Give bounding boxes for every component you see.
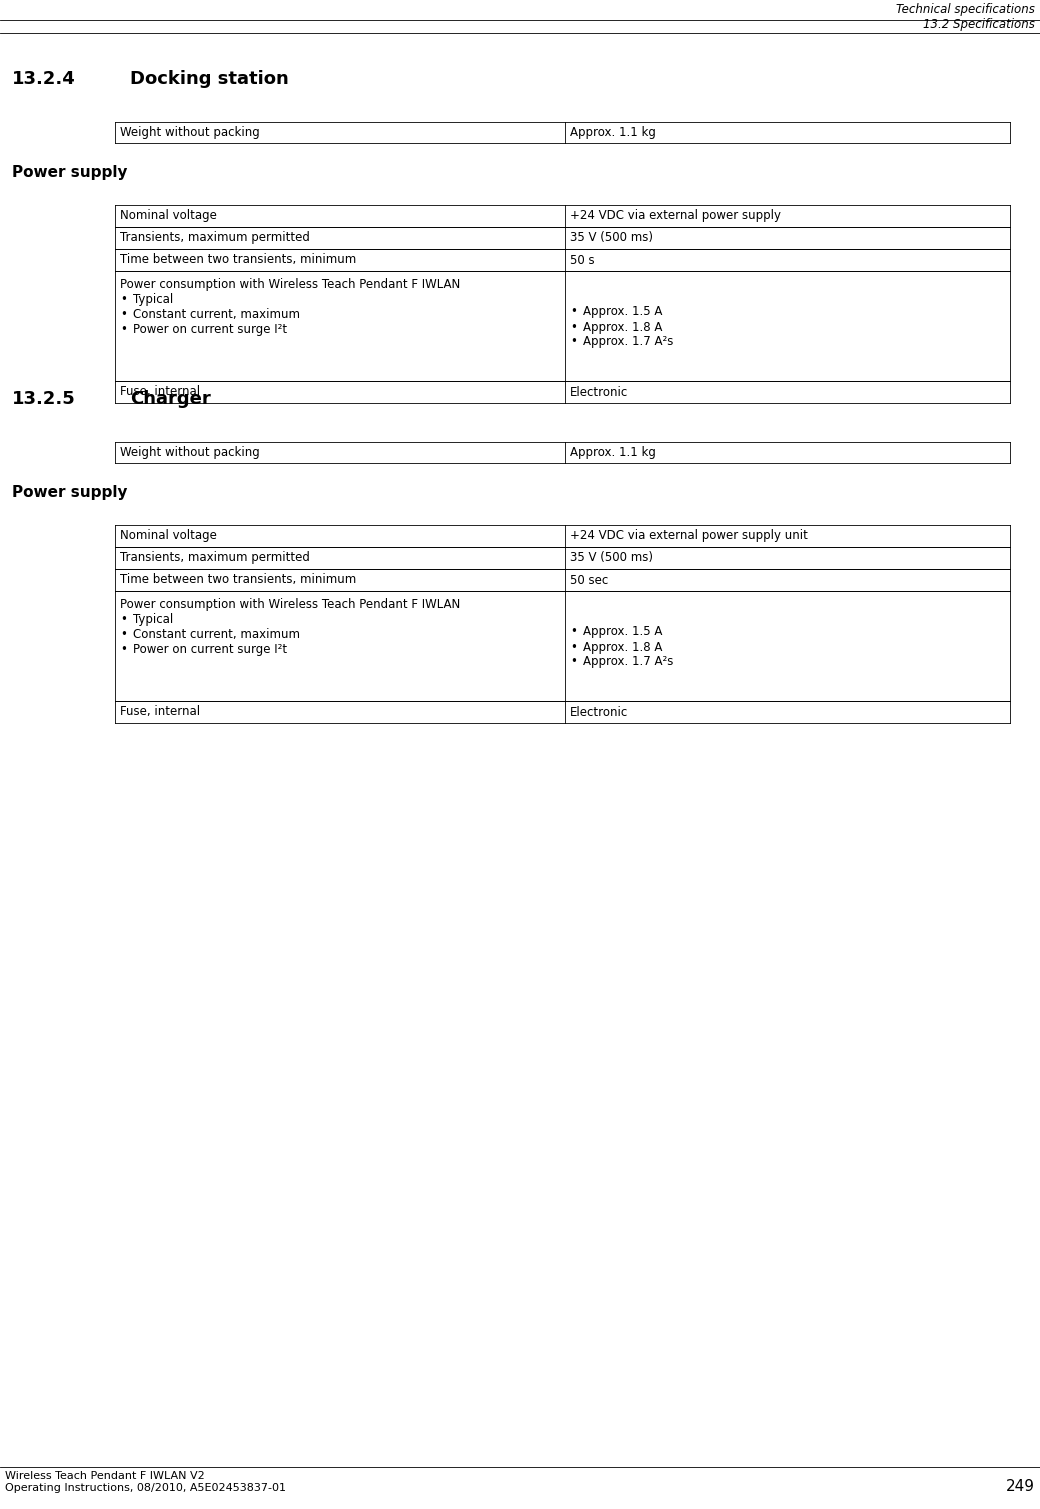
Text: Technical specifications: Technical specifications — [896, 3, 1035, 17]
Text: Operating Instructions, 08/2010, A5E02453837-01: Operating Instructions, 08/2010, A5E0245… — [5, 1483, 286, 1492]
Text: Power on current surge I²t: Power on current surge I²t — [133, 643, 287, 656]
Text: •: • — [120, 293, 127, 306]
Text: Typical: Typical — [133, 613, 174, 626]
Text: Electronic: Electronic — [570, 706, 628, 718]
Text: Weight without packing: Weight without packing — [120, 125, 260, 139]
Text: •: • — [120, 323, 127, 337]
Text: Electronic: Electronic — [570, 385, 628, 398]
Text: Power consumption with Wireless Teach Pendant F IWLAN: Power consumption with Wireless Teach Pe… — [120, 598, 461, 611]
Text: Constant current, maximum: Constant current, maximum — [133, 628, 300, 641]
Text: 13.2 Specifications: 13.2 Specifications — [924, 18, 1035, 32]
Text: 50 s: 50 s — [570, 254, 595, 267]
Text: Power consumption with Wireless Teach Pendant F IWLAN: Power consumption with Wireless Teach Pe… — [120, 278, 461, 291]
Text: •: • — [570, 640, 577, 653]
Text: 13.2.5: 13.2.5 — [12, 389, 76, 407]
Text: Transients, maximum permitted: Transients, maximum permitted — [120, 231, 310, 244]
Text: Docking station: Docking station — [130, 69, 289, 88]
Text: Wireless Teach Pendant F IWLAN V2: Wireless Teach Pendant F IWLAN V2 — [5, 1471, 205, 1480]
Text: Approx. 1.1 kg: Approx. 1.1 kg — [570, 447, 656, 459]
Text: Typical: Typical — [133, 293, 174, 306]
Text: +24 VDC via external power supply: +24 VDC via external power supply — [570, 210, 781, 222]
Text: Nominal voltage: Nominal voltage — [120, 210, 217, 222]
Text: Weight without packing: Weight without packing — [120, 447, 260, 459]
Text: Time between two transients, minimum: Time between two transients, minimum — [120, 254, 357, 267]
Text: Fuse, internal: Fuse, internal — [120, 385, 200, 398]
Text: •: • — [120, 643, 127, 656]
Text: Approx. 1.8 A: Approx. 1.8 A — [583, 640, 662, 653]
Text: Nominal voltage: Nominal voltage — [120, 530, 217, 543]
Text: 35 V (500 ms): 35 V (500 ms) — [570, 551, 653, 564]
Text: 13.2.4: 13.2.4 — [12, 69, 76, 88]
Text: Approx. 1.7 A²s: Approx. 1.7 A²s — [583, 655, 673, 668]
Text: •: • — [120, 308, 127, 321]
Text: 50 sec: 50 sec — [570, 573, 608, 587]
Text: Approx. 1.5 A: Approx. 1.5 A — [583, 305, 662, 318]
Text: 249: 249 — [1006, 1479, 1035, 1494]
Text: Approx. 1.1 kg: Approx. 1.1 kg — [570, 125, 656, 139]
Text: •: • — [120, 628, 127, 641]
Text: Power supply: Power supply — [12, 484, 128, 499]
Text: •: • — [570, 655, 577, 668]
Text: •: • — [570, 626, 577, 638]
Text: Constant current, maximum: Constant current, maximum — [133, 308, 300, 321]
Text: Approx. 1.7 A²s: Approx. 1.7 A²s — [583, 335, 673, 349]
Text: •: • — [120, 613, 127, 626]
Text: Fuse, internal: Fuse, internal — [120, 706, 200, 718]
Text: +24 VDC via external power supply unit: +24 VDC via external power supply unit — [570, 530, 808, 543]
Text: Approx. 1.8 A: Approx. 1.8 A — [583, 320, 662, 333]
Text: 35 V (500 ms): 35 V (500 ms) — [570, 231, 653, 244]
Text: Transients, maximum permitted: Transients, maximum permitted — [120, 551, 310, 564]
Text: Time between two transients, minimum: Time between two transients, minimum — [120, 573, 357, 587]
Text: Approx. 1.5 A: Approx. 1.5 A — [583, 626, 662, 638]
Text: •: • — [570, 320, 577, 333]
Text: Power supply: Power supply — [12, 164, 128, 180]
Text: Charger: Charger — [130, 389, 211, 407]
Text: Power on current surge I²t: Power on current surge I²t — [133, 323, 287, 337]
Text: •: • — [570, 305, 577, 318]
Text: •: • — [570, 335, 577, 349]
